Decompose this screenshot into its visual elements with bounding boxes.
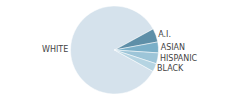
svg-text:WHITE: WHITE <box>42 45 68 54</box>
svg-text:ASIAN: ASIAN <box>161 43 185 52</box>
svg-text:HISPANIC: HISPANIC <box>160 54 198 63</box>
svg-text:A.I.: A.I. <box>158 30 171 39</box>
svg-text:BLACK: BLACK <box>157 64 184 73</box>
